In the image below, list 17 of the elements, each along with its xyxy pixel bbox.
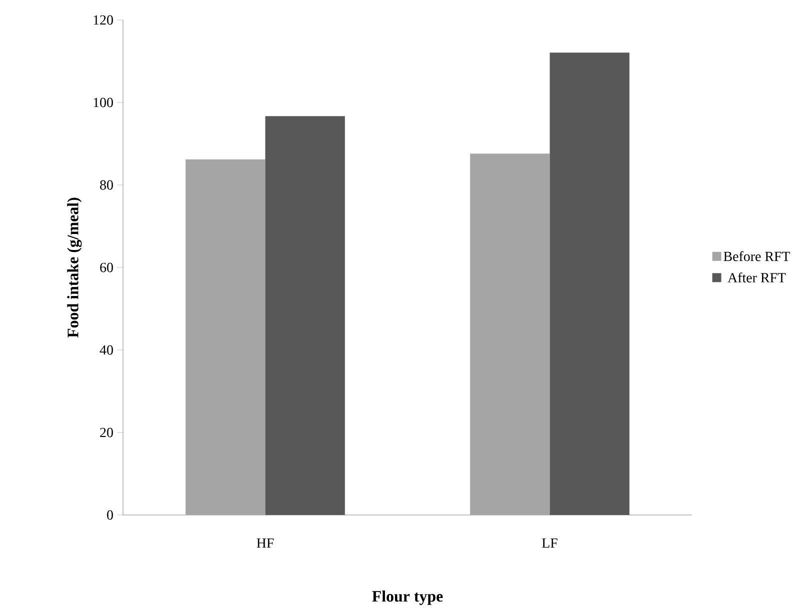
- bar: [265, 116, 345, 515]
- y-tick-label: 20: [100, 428, 113, 438]
- y-tick-label: 0: [107, 510, 113, 520]
- y-tick-label: 120: [94, 15, 113, 25]
- legend-label: Before RFT: [724, 251, 790, 262]
- y-tick-label: 40: [100, 345, 113, 355]
- y-tick-label: 60: [100, 262, 113, 272]
- y-axis-title: Food intake (g/meal): [67, 198, 82, 338]
- bar: [550, 52, 630, 515]
- y-tick-label: 100: [94, 98, 113, 108]
- bar: [186, 159, 266, 515]
- x-tick-label: HF: [256, 538, 274, 548]
- x-tick-label: LF: [542, 538, 558, 548]
- x-axis-title: Flour type: [372, 590, 443, 605]
- legend-label: After RFT: [728, 272, 786, 282]
- y-tick-label: 80: [100, 180, 113, 190]
- bar: [470, 154, 550, 515]
